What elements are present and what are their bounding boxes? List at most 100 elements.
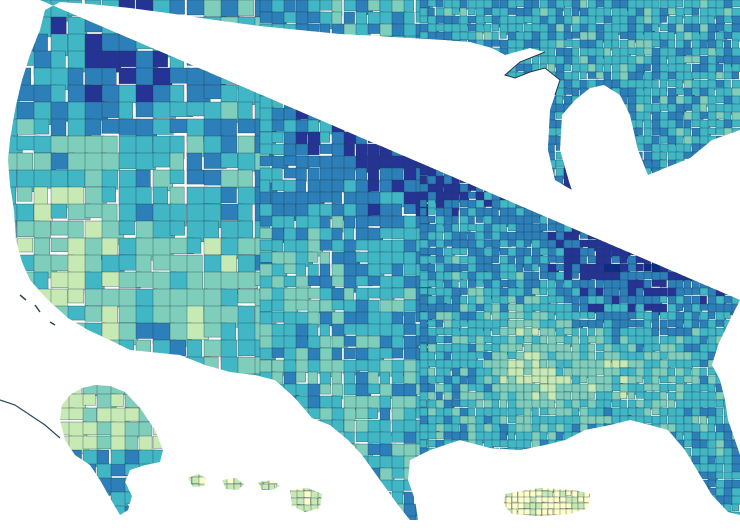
county-cell (523, 151, 535, 159)
county-cell (355, 143, 368, 157)
county-cell (16, 390, 40, 409)
county-cell (683, 183, 693, 192)
county-cell (459, 175, 470, 183)
county-cell (539, 71, 551, 82)
county-cell (651, 503, 662, 515)
county-cell (523, 39, 533, 52)
county-cell (68, 385, 83, 396)
county-cell (186, 390, 205, 406)
county-cell (167, 422, 185, 438)
county-cell (459, 407, 468, 418)
county-cell (343, 347, 356, 360)
county-cell (203, 509, 225, 520)
county-cell (515, 431, 525, 441)
county-cell (587, 479, 596, 488)
county-cell (203, 356, 219, 374)
county-cell (531, 175, 543, 185)
county-cell (167, 492, 179, 509)
county-cell (367, 35, 379, 52)
county-cell (152, 491, 163, 512)
county-cell (427, 503, 439, 514)
county-cell (33, 288, 53, 305)
county-cell (643, 263, 652, 272)
county-cell (523, 127, 533, 139)
county-cell (379, 227, 394, 239)
county-cell (499, 271, 510, 279)
county-cell (152, 407, 163, 420)
county-cell (715, 407, 724, 416)
county-cell (499, 111, 508, 122)
county-cell (603, 167, 613, 178)
county-cell (523, 159, 531, 168)
county-cell (355, 455, 369, 469)
county-cell (707, 255, 717, 266)
county-cell (699, 215, 712, 225)
county-cell (611, 39, 620, 48)
county-cell (135, 475, 157, 491)
county-cell (507, 151, 517, 164)
county-cell (707, 503, 717, 511)
county-cell (50, 169, 68, 189)
county-cell (259, 83, 273, 97)
county-cell (539, 87, 552, 98)
county-cell (555, 71, 565, 81)
county-cell (169, 118, 189, 133)
county-cell (135, 373, 152, 390)
county-cell (319, 287, 333, 302)
county-cell (67, 356, 92, 373)
county-cell (579, 415, 589, 425)
county-cell (579, 463, 592, 476)
county-cell (271, 47, 283, 61)
county-cell (659, 87, 667, 98)
county-cell (295, 455, 308, 469)
county-cell (82, 421, 99, 435)
county-cell (427, 135, 439, 147)
county-cell (523, 199, 535, 208)
county-cell (289, 511, 297, 512)
county-cell (731, 463, 740, 474)
county-cell (101, 169, 118, 190)
county-cell (271, 347, 285, 358)
county-cell (531, 215, 540, 224)
county-cell (563, 63, 571, 72)
county-cell (220, 0, 240, 17)
county-cell (475, 47, 485, 57)
county-cell (283, 47, 295, 60)
county-cell (723, 7, 733, 17)
county-cell (571, 111, 581, 120)
county-cell (539, 111, 548, 122)
county-cell (435, 151, 447, 161)
county-cell (515, 447, 523, 458)
county-cell (343, 371, 356, 384)
county-cell (379, 59, 394, 75)
county-cell (563, 47, 573, 58)
county-cell (303, 490, 313, 498)
county-cell (571, 39, 581, 48)
great-lakes-outline (503, 51, 561, 96)
county-cell (715, 503, 725, 513)
county-cell (499, 471, 511, 482)
county-cell (595, 127, 606, 139)
county-cell (443, 447, 456, 456)
county-cell (723, 407, 734, 416)
county-cell (611, 191, 620, 200)
county-cell (723, 343, 732, 355)
county-cell (254, 424, 271, 442)
county-cell (191, 504, 201, 512)
county-cell (595, 511, 607, 520)
county-cell (355, 371, 370, 385)
county-cell (459, 143, 470, 155)
county-cell (483, 455, 493, 466)
county-cell (275, 483, 283, 492)
county-cell (68, 491, 84, 509)
county-cell (587, 503, 598, 514)
county-cell (60, 463, 68, 477)
county-cell (331, 503, 348, 514)
county-cell (403, 131, 419, 145)
county-cell (483, 47, 495, 55)
county-cell (515, 191, 524, 200)
county-cell (254, 441, 273, 460)
county-cell (539, 231, 550, 241)
county-cell (391, 347, 404, 359)
county-cell (651, 487, 662, 496)
